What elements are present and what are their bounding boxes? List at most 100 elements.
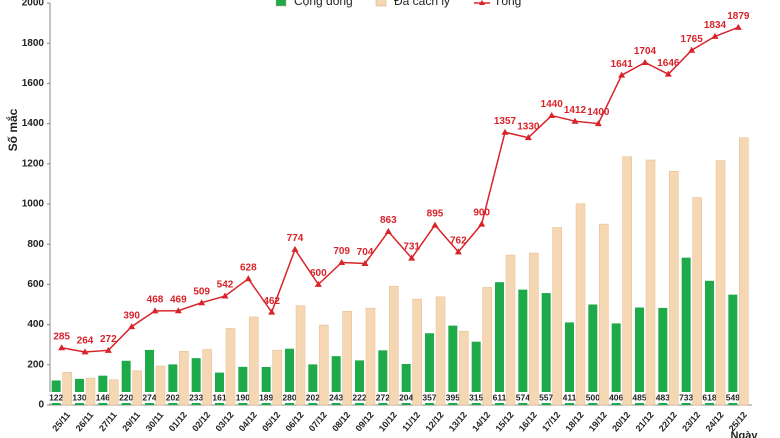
bar	[225, 328, 236, 406]
value-label: 900	[473, 208, 490, 219]
x-tick-label: 20/12	[610, 410, 632, 434]
bar	[658, 307, 668, 405]
x-tick-label: 21/12	[633, 410, 655, 434]
value-label: 411	[563, 392, 577, 402]
value-label: 733	[679, 392, 693, 402]
marker	[734, 23, 742, 30]
bar	[75, 378, 84, 405]
bar	[191, 358, 201, 405]
value-label: 233	[189, 392, 203, 402]
y-tick-label: 1600	[22, 78, 45, 89]
bar	[692, 197, 702, 406]
label-box	[652, 392, 673, 403]
label-box	[536, 392, 557, 403]
value-label: 1641	[611, 59, 634, 70]
x-tick-label: 27/11	[97, 410, 119, 433]
x-tick-label: 18/12	[563, 410, 585, 434]
bar	[471, 341, 481, 405]
bar	[202, 349, 212, 406]
value-label: 509	[193, 286, 210, 297]
bar	[249, 316, 259, 406]
marker	[641, 58, 649, 65]
value-label: 264	[77, 336, 94, 347]
value-label: 1412	[564, 105, 587, 116]
value-label: 468	[147, 295, 164, 306]
y-tick-label: 1200	[22, 158, 45, 169]
marker	[291, 245, 299, 252]
bar	[412, 298, 422, 406]
legend-swatch	[275, 0, 287, 7]
value-label: 574	[516, 392, 530, 402]
label-box	[722, 392, 743, 403]
value-label: 190	[236, 392, 250, 402]
value-label: 500	[586, 392, 600, 402]
label-box	[279, 392, 300, 403]
x-tick-label: 02/12	[190, 410, 212, 434]
value-label: 611	[493, 392, 507, 402]
x-tick-label: 09/12	[353, 410, 375, 434]
x-tick-label: 08/12	[330, 410, 352, 434]
bar	[365, 307, 376, 406]
value-label: 731	[403, 242, 420, 253]
value-label: 220	[119, 392, 133, 402]
label-box	[606, 392, 627, 403]
marker	[408, 254, 416, 261]
x-tick-label: 06/12	[283, 410, 305, 434]
bar	[389, 285, 399, 406]
marker	[431, 221, 439, 228]
bar	[459, 330, 469, 406]
x-tick-label: 01/12	[167, 410, 189, 434]
bar	[541, 293, 551, 405]
bar	[168, 364, 178, 405]
y-tick-label: 1400	[22, 118, 45, 129]
x-tick-label: 12/12	[423, 410, 445, 434]
y-tick-label: 2000	[22, 0, 45, 9]
marker	[104, 346, 112, 353]
bar	[272, 349, 282, 406]
label-box	[396, 392, 417, 403]
marker	[151, 307, 159, 314]
x-tick-label: 30/11	[144, 410, 166, 433]
value-label: 483	[656, 392, 670, 402]
bar	[482, 287, 492, 406]
value-label: 274	[142, 392, 156, 402]
value-label: 542	[217, 280, 234, 291]
value-label: 485	[632, 392, 646, 402]
label-box	[326, 392, 347, 403]
marker	[128, 323, 136, 330]
bar	[565, 322, 574, 405]
x-tick-label: 11/12	[400, 410, 422, 433]
bar	[505, 254, 516, 406]
x-axis-title: Ngày	[731, 430, 759, 438]
marker	[664, 70, 672, 77]
marker	[198, 299, 206, 306]
label-box	[372, 392, 393, 403]
value-label: 161	[212, 392, 226, 402]
bar	[85, 377, 96, 406]
bar	[132, 370, 142, 406]
y-tick-label: 200	[27, 359, 44, 370]
bar	[425, 333, 434, 405]
bar	[739, 137, 749, 406]
x-tick-label: 13/12	[447, 410, 469, 434]
value-label: 1330	[517, 121, 540, 132]
bar	[715, 160, 726, 406]
value-label: 1400	[587, 107, 610, 118]
marker	[711, 32, 719, 39]
value-label: 1879	[727, 11, 750, 22]
bar	[378, 350, 388, 405]
value-label: 762	[450, 235, 467, 246]
bar	[215, 372, 224, 405]
x-tick-label: 07/12	[307, 410, 329, 434]
value-label: 122	[49, 392, 63, 402]
bar	[645, 159, 656, 406]
y-tick-label: 400	[27, 319, 44, 330]
x-tick-label: 26/11	[74, 410, 96, 433]
bar	[319, 324, 329, 406]
bar	[145, 349, 154, 405]
marker	[221, 292, 229, 299]
legend-label: Tổng	[494, 0, 521, 8]
value-label: 243	[329, 392, 343, 402]
marker	[501, 128, 509, 135]
